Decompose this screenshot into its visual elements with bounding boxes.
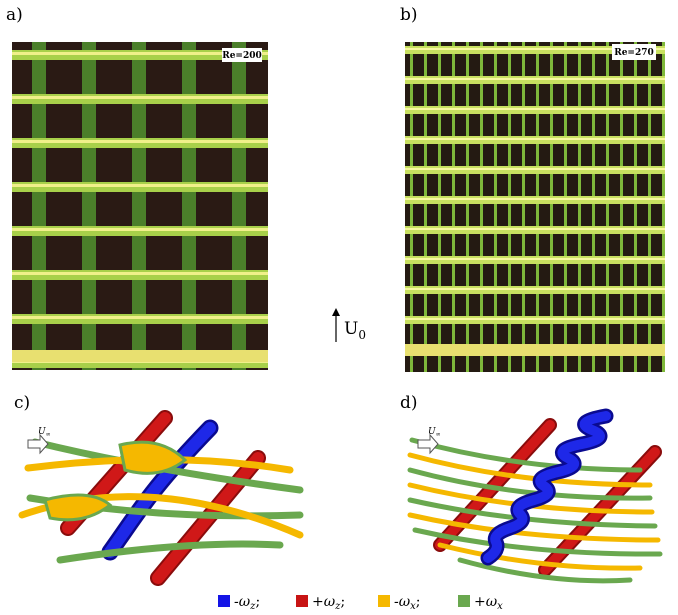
legend-swatch	[218, 595, 230, 607]
legend-symbol: +ω	[312, 594, 336, 610]
diagram-d	[410, 416, 660, 581]
panel-label: d)	[400, 393, 418, 413]
photo-edge	[12, 350, 268, 362]
legend-separator: ;	[255, 594, 260, 610]
legend-symbol: -ω	[234, 594, 251, 610]
legend-label: -ωz;	[234, 594, 260, 612]
legend-swatch	[378, 595, 390, 607]
flow-arrow-head	[332, 308, 340, 316]
legend-label: +ωx	[474, 594, 503, 612]
inflow-label: U∞	[38, 427, 51, 438]
inflow-subscript: ∞	[436, 431, 441, 438]
legend-label: -ωx;	[394, 594, 421, 612]
legend-subscript: x	[497, 601, 503, 612]
panel-label: c)	[14, 393, 30, 413]
legend-label: +ωz;	[312, 594, 345, 612]
photo-edge	[405, 344, 665, 356]
legend: -ωz;+ωz;-ωx;+ωx	[218, 594, 503, 612]
annotation: Re=270	[614, 48, 654, 58]
inflow-subscript: ∞	[46, 431, 51, 438]
annotation: Re=200	[222, 51, 262, 61]
legend-separator: ;	[340, 594, 345, 610]
legend-swatch	[296, 595, 308, 607]
legend-separator: ;	[416, 594, 421, 610]
photo	[405, 42, 665, 372]
legend-symbol: -ω	[394, 594, 411, 610]
panel-label: a)	[6, 5, 23, 25]
diagram-c	[22, 418, 300, 578]
photo	[12, 42, 268, 370]
flow-symbol: U	[344, 319, 358, 339]
flow-subscript: 0	[358, 328, 366, 342]
legend-symbol: +ω	[474, 594, 498, 610]
figure: a) b) Re=200 Re=270 U0 c) d) U∞	[0, 0, 678, 615]
flow-label: U0	[344, 319, 366, 342]
panel-label: b)	[400, 5, 418, 25]
inflow-label: U∞	[428, 427, 441, 438]
legend-swatch	[458, 595, 470, 607]
